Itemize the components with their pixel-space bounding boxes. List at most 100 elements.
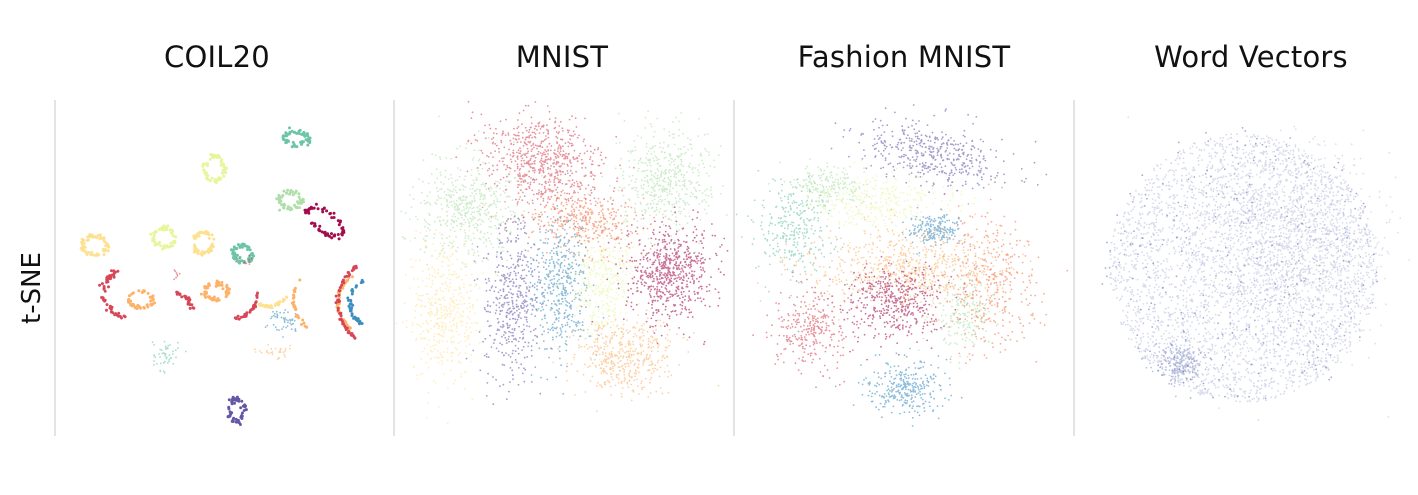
data-point (223, 170, 227, 174)
data-point (642, 187, 645, 190)
data-point (665, 279, 668, 281)
data-point (566, 170, 569, 172)
data-point (450, 196, 453, 199)
data-point (601, 229, 603, 232)
row-label: t-SNE (17, 252, 47, 324)
data-point (532, 213, 534, 216)
data-point (289, 319, 292, 322)
data-point (612, 199, 614, 202)
cluster-20 (151, 340, 187, 374)
data-point (672, 282, 675, 285)
data-point (528, 175, 530, 178)
data-point (534, 212, 537, 215)
data-point (714, 234, 716, 237)
data-point (338, 299, 342, 303)
data-point (530, 273, 532, 276)
data-point (647, 190, 650, 193)
data-point (579, 328, 582, 331)
data-point (485, 213, 488, 216)
data-point (668, 168, 671, 171)
data-point (526, 152, 529, 154)
data-point (553, 181, 556, 184)
data-point (589, 216, 591, 219)
data-point (528, 141, 531, 144)
data-point (563, 288, 566, 291)
data-point (517, 367, 520, 369)
data-point (528, 135, 530, 138)
data-point (498, 160, 501, 162)
data-point (291, 296, 295, 300)
data-point (456, 199, 458, 202)
data-point (480, 230, 482, 233)
data-point (609, 267, 612, 270)
data-point (525, 137, 528, 139)
data-point (446, 219, 449, 222)
data-point (640, 271, 643, 273)
data-point (471, 159, 474, 161)
data-point (621, 232, 623, 234)
data-point (285, 191, 288, 195)
data-point (515, 303, 518, 306)
data-point (508, 390, 510, 393)
data-point (638, 159, 640, 162)
data-point (260, 351, 263, 354)
data-point (644, 116, 647, 119)
data-point (655, 275, 658, 278)
data-point (605, 247, 608, 250)
data-point (668, 189, 671, 191)
data-point (272, 314, 275, 317)
data-point (601, 307, 604, 309)
data-point (284, 309, 287, 311)
data-point (587, 193, 590, 196)
data-point (454, 189, 457, 192)
data-point (623, 214, 626, 217)
data-point (655, 270, 658, 272)
data-point (459, 212, 462, 215)
data-point (608, 232, 611, 235)
data-point (246, 248, 249, 251)
data-point (618, 189, 620, 192)
data-point (567, 220, 570, 223)
data-point (210, 242, 214, 246)
data-point (450, 200, 453, 203)
data-point (228, 413, 232, 417)
data-point (610, 234, 613, 236)
data-point (554, 117, 557, 119)
data-point (668, 171, 671, 174)
data-point (456, 208, 458, 211)
data-point (566, 316, 569, 319)
data-point (563, 259, 566, 262)
data-point (554, 121, 556, 124)
data-point (555, 335, 558, 338)
data-point (503, 157, 505, 160)
data-point (468, 226, 470, 228)
data-point (297, 131, 301, 135)
data-point (703, 166, 706, 169)
data-point (622, 295, 624, 298)
data-point (481, 219, 483, 222)
data-point (612, 218, 614, 221)
data-point (551, 336, 554, 339)
data-point (628, 183, 630, 186)
data-point (606, 296, 609, 299)
data-point (671, 203, 674, 206)
data-point (578, 322, 581, 324)
data-point (659, 297, 662, 300)
data-point (645, 313, 648, 315)
data-point (480, 202, 482, 204)
data-point (464, 234, 467, 237)
data-point (589, 299, 592, 301)
data-point (699, 259, 702, 262)
data-point (654, 238, 657, 240)
data-point (686, 283, 688, 286)
data-point (601, 212, 604, 214)
data-point (702, 237, 705, 240)
data-point (499, 120, 502, 123)
data-point (285, 326, 287, 329)
data-point (160, 349, 163, 351)
data-point (490, 243, 493, 246)
data-point (660, 334, 663, 337)
data-point (678, 327, 680, 329)
data-point (499, 313, 501, 315)
data-point (227, 407, 231, 411)
